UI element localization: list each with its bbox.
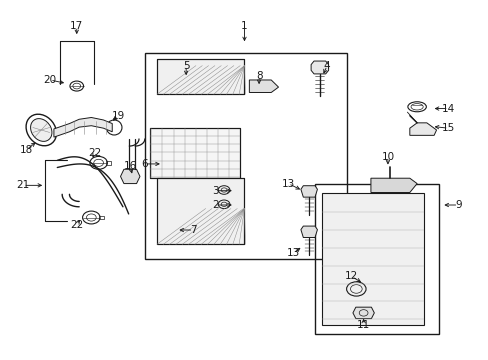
Text: 4: 4 bbox=[323, 61, 330, 71]
Bar bbox=[314, 184, 438, 334]
Text: 7: 7 bbox=[190, 225, 196, 235]
Text: 12: 12 bbox=[344, 271, 357, 282]
Text: 10: 10 bbox=[381, 152, 394, 162]
Bar bbox=[322, 193, 424, 325]
Polygon shape bbox=[120, 169, 140, 184]
Polygon shape bbox=[157, 59, 244, 94]
Bar bbox=[149, 128, 239, 178]
Polygon shape bbox=[300, 226, 317, 238]
Polygon shape bbox=[352, 307, 373, 319]
Text: 15: 15 bbox=[441, 123, 454, 133]
Ellipse shape bbox=[31, 118, 52, 141]
Polygon shape bbox=[409, 123, 436, 135]
Bar bbox=[106, 161, 111, 165]
Text: 5: 5 bbox=[183, 61, 189, 71]
Text: 22: 22 bbox=[70, 220, 83, 230]
Text: 16: 16 bbox=[123, 161, 137, 171]
Text: 2: 2 bbox=[212, 200, 218, 210]
Polygon shape bbox=[54, 117, 112, 137]
Text: 13: 13 bbox=[286, 248, 299, 258]
Bar bbox=[149, 128, 239, 178]
Text: 6: 6 bbox=[141, 159, 148, 169]
Text: 8: 8 bbox=[255, 71, 262, 81]
Text: 13: 13 bbox=[281, 179, 294, 189]
Text: 11: 11 bbox=[356, 320, 369, 330]
Text: 1: 1 bbox=[241, 21, 247, 31]
Text: 3: 3 bbox=[212, 186, 218, 196]
Polygon shape bbox=[249, 80, 278, 93]
Polygon shape bbox=[370, 178, 416, 193]
Bar bbox=[144, 53, 346, 258]
Text: 19: 19 bbox=[111, 111, 124, 121]
Polygon shape bbox=[310, 61, 328, 74]
Polygon shape bbox=[157, 178, 244, 244]
Text: 9: 9 bbox=[454, 200, 461, 210]
Polygon shape bbox=[300, 186, 317, 197]
Text: 22: 22 bbox=[88, 148, 101, 158]
Text: 20: 20 bbox=[43, 75, 57, 85]
Bar bbox=[99, 216, 104, 219]
Text: 21: 21 bbox=[17, 180, 30, 190]
Text: 17: 17 bbox=[70, 21, 83, 31]
Text: 14: 14 bbox=[441, 104, 454, 113]
Text: 18: 18 bbox=[20, 145, 33, 155]
